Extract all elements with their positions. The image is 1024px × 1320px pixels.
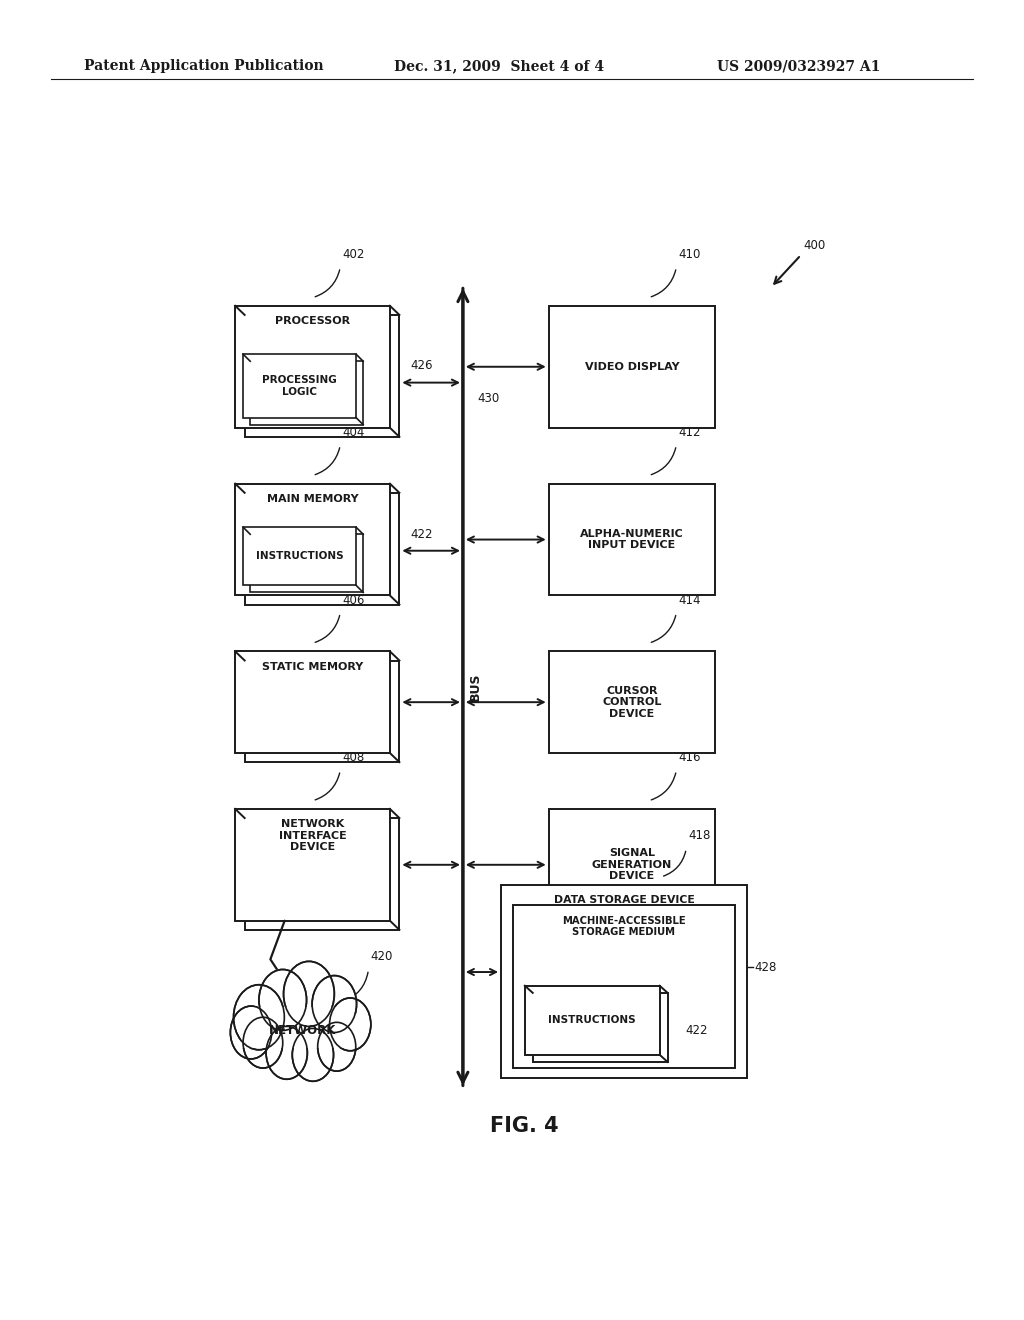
Bar	[501, 886, 748, 1078]
Text: Dec. 31, 2009  Sheet 4 of 4: Dec. 31, 2009 Sheet 4 of 4	[394, 59, 604, 74]
Text: PROCESSING
LOGIC: PROCESSING LOGIC	[262, 375, 337, 397]
Text: 430: 430	[477, 392, 500, 405]
Text: 404: 404	[343, 426, 365, 440]
Text: MACHINE-ACCESSIBLE
STORAGE MEDIUM: MACHINE-ACCESSIBLE STORAGE MEDIUM	[562, 916, 686, 937]
Text: 416: 416	[679, 751, 701, 764]
Bar	[243, 354, 356, 417]
Bar	[236, 809, 390, 921]
Circle shape	[259, 969, 306, 1031]
Bar	[243, 527, 356, 585]
Bar	[549, 483, 715, 595]
Text: CURSOR
CONTROL
DEVICE: CURSOR CONTROL DEVICE	[602, 685, 662, 719]
Bar	[513, 906, 735, 1068]
Bar	[245, 818, 399, 929]
Text: FIG. 4: FIG. 4	[490, 1115, 559, 1137]
Text: NETWORK
INTERFACE
DEVICE: NETWORK INTERFACE DEVICE	[279, 818, 346, 853]
Circle shape	[284, 961, 334, 1027]
Text: 418: 418	[688, 829, 711, 842]
Text: US 2009/0323927 A1: US 2009/0323927 A1	[717, 59, 881, 74]
Text: 414: 414	[679, 594, 701, 607]
Bar	[236, 306, 390, 428]
Bar	[532, 993, 668, 1063]
Bar	[245, 492, 399, 605]
Text: NETWORK: NETWORK	[269, 1024, 336, 1038]
Bar	[236, 483, 390, 595]
Text: 406: 406	[343, 594, 365, 607]
Polygon shape	[242, 1014, 358, 1048]
Text: INSTRUCTIONS: INSTRUCTIONS	[549, 1015, 636, 1026]
Text: 402: 402	[343, 248, 365, 261]
Circle shape	[243, 1018, 283, 1068]
Text: 412: 412	[679, 426, 701, 440]
Text: BUS: BUS	[469, 673, 482, 701]
Circle shape	[230, 1006, 271, 1059]
Circle shape	[317, 1022, 355, 1071]
Bar	[236, 651, 390, 752]
Bar	[250, 535, 364, 593]
Bar	[524, 986, 659, 1055]
Circle shape	[292, 1028, 334, 1081]
Circle shape	[233, 985, 285, 1049]
Bar	[250, 362, 364, 425]
Text: 408: 408	[343, 751, 365, 764]
Text: Patent Application Publication: Patent Application Publication	[84, 59, 324, 74]
Circle shape	[312, 975, 356, 1032]
Text: PROCESSOR: PROCESSOR	[275, 315, 350, 326]
Text: SIGNAL
GENERATION
DEVICE: SIGNAL GENERATION DEVICE	[592, 849, 672, 882]
Text: 410: 410	[679, 248, 701, 261]
Circle shape	[330, 998, 371, 1051]
Text: DATA STORAGE DEVICE: DATA STORAGE DEVICE	[554, 895, 694, 906]
Text: 420: 420	[370, 950, 392, 964]
Text: 400: 400	[804, 239, 825, 252]
Text: 428: 428	[754, 961, 776, 974]
Bar	[549, 651, 715, 752]
Bar	[549, 809, 715, 921]
Text: 422: 422	[411, 528, 433, 541]
Text: STATIC MEMORY: STATIC MEMORY	[262, 661, 364, 672]
Circle shape	[266, 1027, 307, 1080]
Bar	[245, 315, 399, 437]
Bar	[245, 660, 399, 762]
Text: VIDEO DISPLAY: VIDEO DISPLAY	[585, 362, 679, 372]
Text: INSTRUCTIONS: INSTRUCTIONS	[256, 552, 343, 561]
Text: 422: 422	[685, 1024, 708, 1038]
Text: MAIN MEMORY: MAIN MEMORY	[266, 494, 358, 504]
Text: ALPHA-NUMERIC
INPUT DEVICE: ALPHA-NUMERIC INPUT DEVICE	[580, 529, 684, 550]
Bar	[549, 306, 715, 428]
Text: 426: 426	[411, 359, 433, 372]
Polygon shape	[251, 1007, 354, 1038]
